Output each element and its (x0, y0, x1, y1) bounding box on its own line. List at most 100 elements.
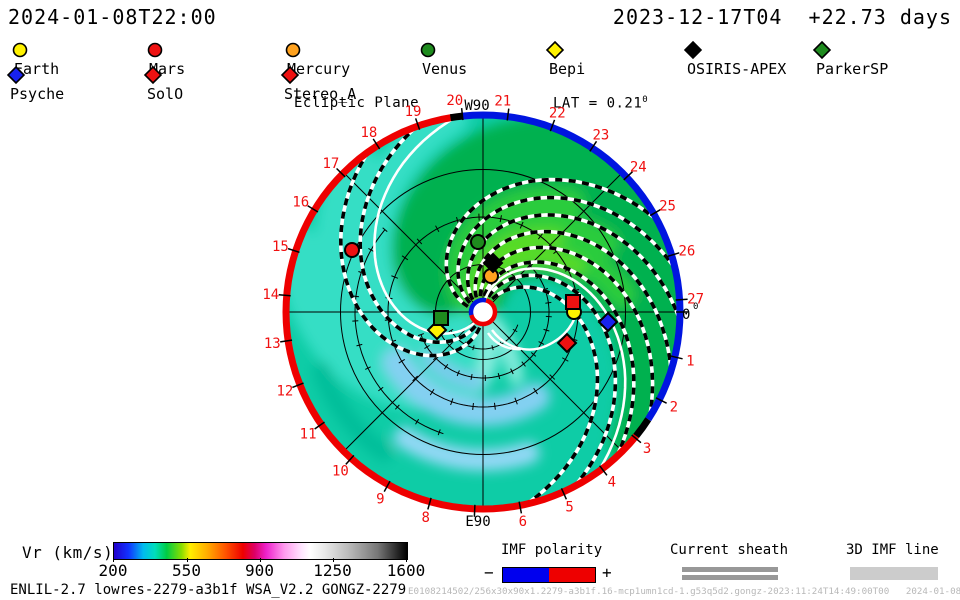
colorbar-tick-mark (186, 558, 188, 562)
imf-lines (338, 118, 677, 506)
colorbar-label: Vr (km/s) (22, 543, 114, 562)
marker-solo (556, 332, 578, 354)
svg-text:15: 15 (272, 239, 289, 255)
legend-item-venus: Venus (418, 40, 467, 81)
colorbar-tick-0: 200 (98, 561, 128, 580)
imf3d-label: 3D IMF line (846, 542, 939, 558)
svg-text:20: 20 (446, 93, 463, 109)
svg-text:17: 17 (322, 156, 339, 172)
svg-text:1: 1 (686, 354, 694, 370)
colorbar-tick-4: 1600 (386, 561, 426, 580)
legend-item-label: Mercury (287, 60, 351, 78)
osiris-apex-marker-icon (683, 40, 703, 60)
imf-minus-sign: − (484, 563, 494, 582)
imf-polarity-label: IMF polarity (501, 542, 603, 558)
imf-polarity-bar (502, 567, 596, 583)
latitude-label: LAT = 0.210 (553, 95, 649, 112)
svg-text:26: 26 (678, 244, 695, 260)
svg-text:3: 3 (643, 441, 651, 457)
run-id-caption: E0108214502/256x30x90x1.2279-a3b1f.16-mc… (408, 586, 960, 597)
frame-datetime: 2024-01-08T22:00 (8, 5, 217, 29)
svg-text:0: 0 (693, 302, 698, 312)
legend-item-earth: Earth (10, 40, 59, 81)
svg-text:18: 18 (360, 125, 377, 141)
plot-title: Ecliptic Plane (294, 95, 420, 111)
colorbar-tick-1: 550 (172, 561, 201, 580)
svg-text:13: 13 (264, 336, 281, 352)
svg-text:16: 16 (292, 195, 309, 211)
svg-text:25: 25 (659, 199, 676, 215)
marker-stereo_a (565, 294, 581, 310)
legend-item-solo: SolO (143, 65, 183, 106)
svg-text:27: 27 (687, 292, 704, 308)
legend-item-stereo_a: Stereo_A (280, 65, 356, 106)
solo-marker-icon (143, 65, 163, 85)
legend-item-psyche: Psyche (6, 65, 64, 106)
object-markers (344, 234, 619, 354)
svg-text:11: 11 (300, 427, 317, 443)
svg-text:19: 19 (405, 104, 422, 120)
colorbar-tick-3: 1250 (313, 561, 352, 580)
svg-text:22: 22 (549, 105, 566, 121)
mars-marker-icon (147, 42, 163, 58)
marker-mars (344, 242, 360, 258)
marker-psyche (597, 311, 619, 333)
model-run-caption: ENLIL-2.7 lowres-2279-a3b1f WSA_V2.2 GON… (10, 582, 407, 598)
marker-parkersp (433, 310, 449, 326)
outer-polarity-ring (282, 111, 684, 513)
legend-item-label: SolO (147, 85, 184, 103)
legend-item-mercury: Mercury (283, 40, 350, 81)
svg-text:0: 0 (682, 307, 690, 323)
run-start-elapsed: 2023-12-17T04 +22.73 days (612, 5, 952, 29)
parkersp-marker-icon (812, 40, 832, 60)
legend-item-label: OSIRIS-APEX (687, 60, 787, 78)
colorbar-tick-mark (332, 558, 334, 562)
legend-item-bepi: Bepi (545, 40, 585, 81)
imf-positive-swatch (549, 568, 595, 582)
colorbar-tick-mark (113, 558, 114, 562)
current-sheath-swatch-top (682, 567, 778, 572)
legend-item-label: Psyche (10, 85, 65, 103)
colorbar-tick-mark (259, 558, 261, 562)
legend-item-parkersp: ParkerSP (812, 40, 888, 81)
earth-marker-icon (12, 42, 28, 58)
speed-structure (289, 118, 677, 472)
svg-text:2: 2 (670, 400, 678, 416)
svg-text:8: 8 (421, 510, 429, 526)
svg-text:24: 24 (630, 159, 647, 175)
svg-text:21: 21 (494, 94, 511, 110)
imf3d-swatch (850, 567, 938, 580)
bepi-marker-icon (545, 40, 565, 60)
svg-text:W90: W90 (464, 98, 489, 114)
psyche-marker-icon (6, 65, 26, 85)
imf-plus-sign: + (602, 563, 612, 582)
current-sheath-swatch-bottom (682, 575, 778, 580)
svg-text:14: 14 (262, 287, 279, 303)
marker-venus (470, 234, 486, 250)
svg-text:23: 23 (592, 128, 609, 144)
legend-item-label: Stereo_A (284, 85, 357, 103)
legend-item-label: ParkerSP (816, 60, 889, 78)
sun-inner-boundary (468, 297, 498, 327)
svg-text:10: 10 (332, 463, 349, 479)
colorbar-tick-2: 900 (245, 561, 274, 580)
stereo_a-marker-icon (280, 65, 300, 85)
venus-marker-icon (420, 42, 436, 58)
colorbar-gradient (113, 542, 408, 560)
legend-item-label: Bepi (549, 60, 586, 78)
colorbar-tick-mark (406, 558, 407, 562)
mercury-marker-icon (285, 42, 301, 58)
marker-osiris-apex (482, 252, 504, 274)
legend-item-osiris-apex: OSIRIS-APEX (683, 40, 786, 81)
legend-item-label: Earth (14, 60, 60, 78)
legend-item-label: Venus (422, 60, 468, 78)
svg-text:5: 5 (565, 500, 573, 516)
svg-text:12: 12 (276, 383, 293, 399)
imf-negative-swatch (503, 568, 549, 582)
svg-text:6: 6 (519, 514, 527, 530)
polar-grid (289, 118, 677, 506)
svg-text:4: 4 (608, 475, 616, 491)
